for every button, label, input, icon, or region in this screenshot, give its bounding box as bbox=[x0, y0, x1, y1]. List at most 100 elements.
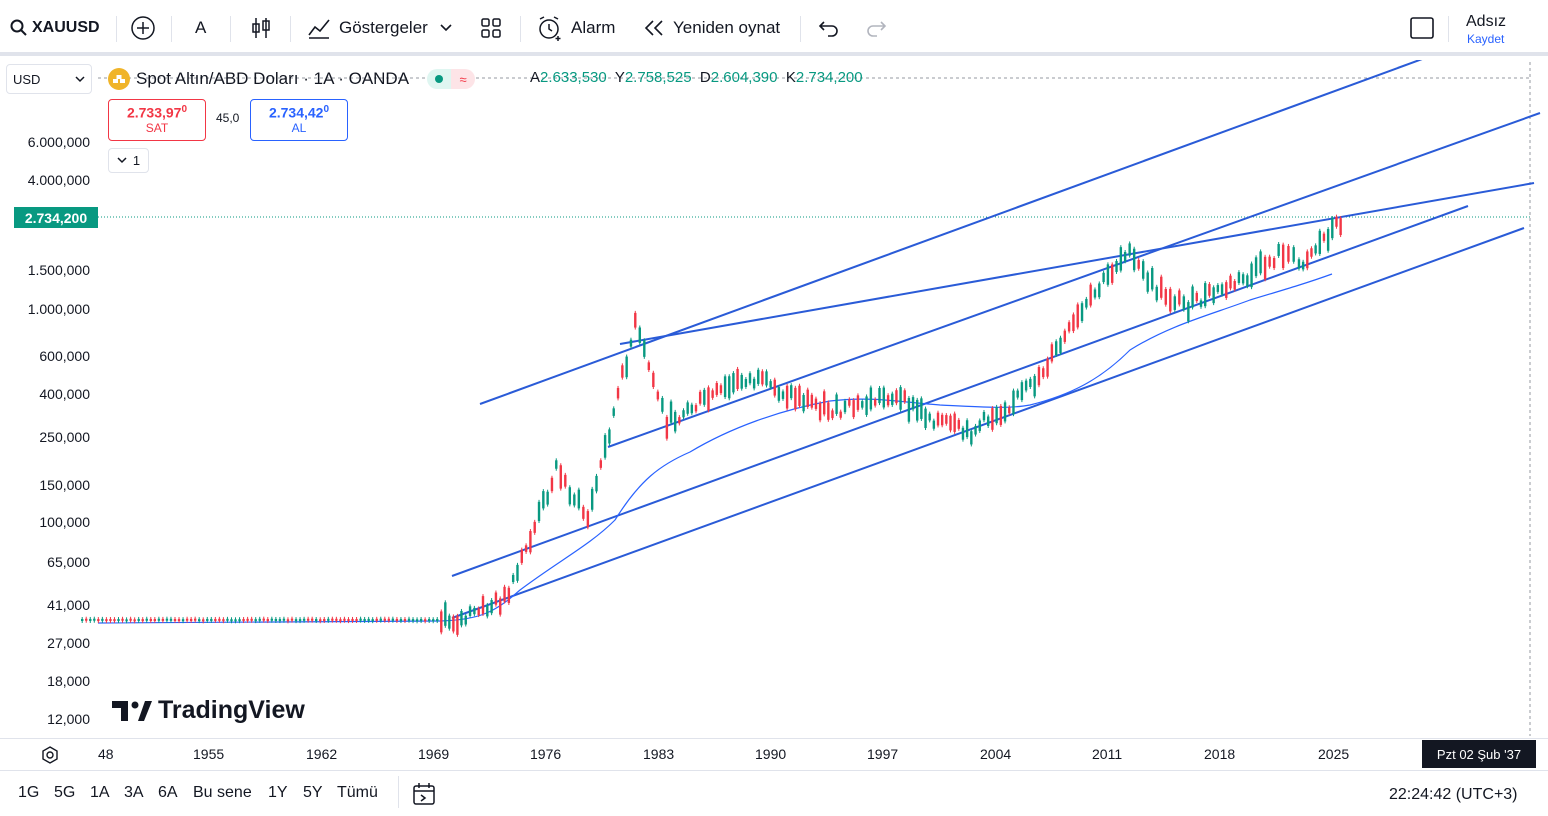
collapse-legend-button[interactable]: 1 bbox=[108, 148, 149, 173]
alarm-clock-icon bbox=[539, 16, 561, 41]
candle-body bbox=[93, 618, 96, 621]
candle-body bbox=[456, 615, 459, 635]
last-price-tag: 2.734,200 bbox=[14, 207, 98, 228]
candle-body bbox=[669, 401, 673, 423]
settings-gear-icon bbox=[42, 746, 58, 764]
range-button[interactable]: 1G bbox=[18, 784, 40, 801]
indicators-button[interactable]: Göstergeler bbox=[307, 0, 452, 56]
price-axis-label: 150,000 bbox=[39, 477, 90, 493]
undo-icon bbox=[818, 21, 838, 37]
goto-date-button[interactable] bbox=[411, 781, 437, 812]
candle-body bbox=[1331, 218, 1334, 239]
symbol-search[interactable]: XAUUSD bbox=[10, 0, 100, 56]
candle-body bbox=[101, 618, 104, 621]
sell-button[interactable]: 2.733,970 SAT bbox=[108, 99, 206, 141]
candle-body bbox=[732, 373, 735, 393]
candle-body bbox=[986, 416, 990, 426]
candle-body bbox=[903, 390, 906, 402]
candle-body bbox=[254, 619, 257, 622]
status-badges[interactable]: ≈ bbox=[427, 69, 476, 89]
axis-settings-button[interactable] bbox=[40, 745, 60, 770]
range-button[interactable]: 1A bbox=[90, 784, 110, 801]
top-toolbar: XAUUSD A Göstergeler Alarm Yeniden oynat… bbox=[0, 0, 1548, 56]
candle-body bbox=[258, 618, 261, 621]
candle-body bbox=[978, 420, 981, 431]
plus-circle-icon bbox=[131, 16, 155, 40]
candle-body bbox=[202, 619, 205, 622]
candle-body bbox=[1318, 230, 1321, 254]
trendline-upper[interactable] bbox=[479, 60, 1425, 405]
candle-body bbox=[1212, 287, 1215, 304]
candle-body bbox=[1292, 247, 1295, 262]
candle-body bbox=[886, 395, 890, 406]
candle-body bbox=[785, 385, 789, 409]
tradingview-logo-icon bbox=[112, 700, 152, 721]
redo-button[interactable] bbox=[865, 0, 887, 56]
clock-timezone[interactable]: 22:24:42 (UTC+3) bbox=[1389, 786, 1518, 803]
candle-body bbox=[869, 387, 873, 410]
trendline-channel-top[interactable] bbox=[607, 112, 1541, 448]
range-button[interactable]: Tümü bbox=[337, 784, 378, 801]
layouts-button[interactable] bbox=[480, 0, 502, 56]
candle-body bbox=[891, 393, 894, 405]
candle-body bbox=[1199, 300, 1203, 307]
candle-body bbox=[781, 391, 785, 399]
candle-body bbox=[423, 619, 427, 622]
calendar-goto-icon bbox=[413, 783, 435, 805]
candle-body bbox=[748, 373, 752, 384]
candle-body bbox=[1195, 292, 1198, 302]
range-button[interactable]: 5Y bbox=[303, 784, 323, 801]
alarm-button[interactable]: Alarm bbox=[537, 0, 615, 56]
candle-body bbox=[222, 619, 225, 622]
replay-button[interactable]: Yeniden oynat bbox=[643, 0, 780, 56]
trendlines[interactable] bbox=[451, 60, 1541, 619]
candles-icon bbox=[252, 18, 270, 38]
trendline-channel-mid[interactable] bbox=[451, 205, 1469, 577]
range-button[interactable]: 6A bbox=[158, 784, 178, 801]
chevron-down-icon bbox=[440, 24, 452, 32]
candle-body bbox=[210, 618, 213, 621]
candle-body bbox=[323, 618, 326, 621]
candle-body bbox=[1132, 248, 1136, 271]
candle-body bbox=[564, 474, 567, 487]
series-legend[interactable]: Spot Altın/ABD Doları · 1A · OANDA ≈ bbox=[108, 66, 476, 92]
undo-button[interactable] bbox=[818, 0, 840, 56]
candle-body bbox=[911, 397, 915, 410]
price-chart[interactable] bbox=[0, 60, 1548, 740]
interval-button[interactable]: A bbox=[195, 18, 207, 37]
candle-body bbox=[982, 411, 986, 421]
candle-body bbox=[1187, 302, 1190, 322]
trendline-resistance[interactable] bbox=[619, 182, 1535, 345]
candle-body bbox=[1012, 390, 1015, 415]
candle-body bbox=[315, 619, 318, 622]
candle-body bbox=[250, 618, 253, 621]
buy-button[interactable]: 2.734,420 AL bbox=[250, 99, 348, 141]
candle-body bbox=[246, 618, 249, 621]
candle-body bbox=[1229, 275, 1232, 289]
candle-body bbox=[129, 618, 132, 621]
range-button[interactable]: 3A bbox=[124, 784, 144, 801]
layout-name[interactable]: Adsız bbox=[1466, 13, 1507, 30]
currency-select[interactable]: USD bbox=[6, 64, 92, 94]
candle-body bbox=[1146, 272, 1149, 292]
candle-body bbox=[339, 619, 342, 622]
price-axis-label: 41,000 bbox=[47, 597, 90, 613]
range-button[interactable]: Bu sene bbox=[193, 784, 252, 801]
candle-body bbox=[105, 619, 108, 622]
fullscreen-button[interactable] bbox=[1409, 0, 1435, 56]
candle-body bbox=[1003, 402, 1007, 422]
candle-body bbox=[599, 460, 602, 468]
chart-type-button[interactable] bbox=[250, 0, 272, 56]
candle-body bbox=[234, 619, 237, 622]
candle-body bbox=[452, 616, 455, 632]
range-button[interactable]: 5G bbox=[54, 784, 76, 801]
save-link[interactable]: Kaydet bbox=[1467, 32, 1505, 46]
spread-value: 45,0 bbox=[216, 111, 240, 125]
price-axis-label: 27,000 bbox=[47, 635, 90, 651]
compare-button[interactable] bbox=[130, 0, 156, 56]
candle-body bbox=[383, 618, 386, 621]
candle-body bbox=[1128, 243, 1131, 256]
candle-body bbox=[991, 408, 994, 430]
range-button[interactable]: 1Y bbox=[268, 784, 288, 801]
candle-body bbox=[1220, 284, 1224, 295]
